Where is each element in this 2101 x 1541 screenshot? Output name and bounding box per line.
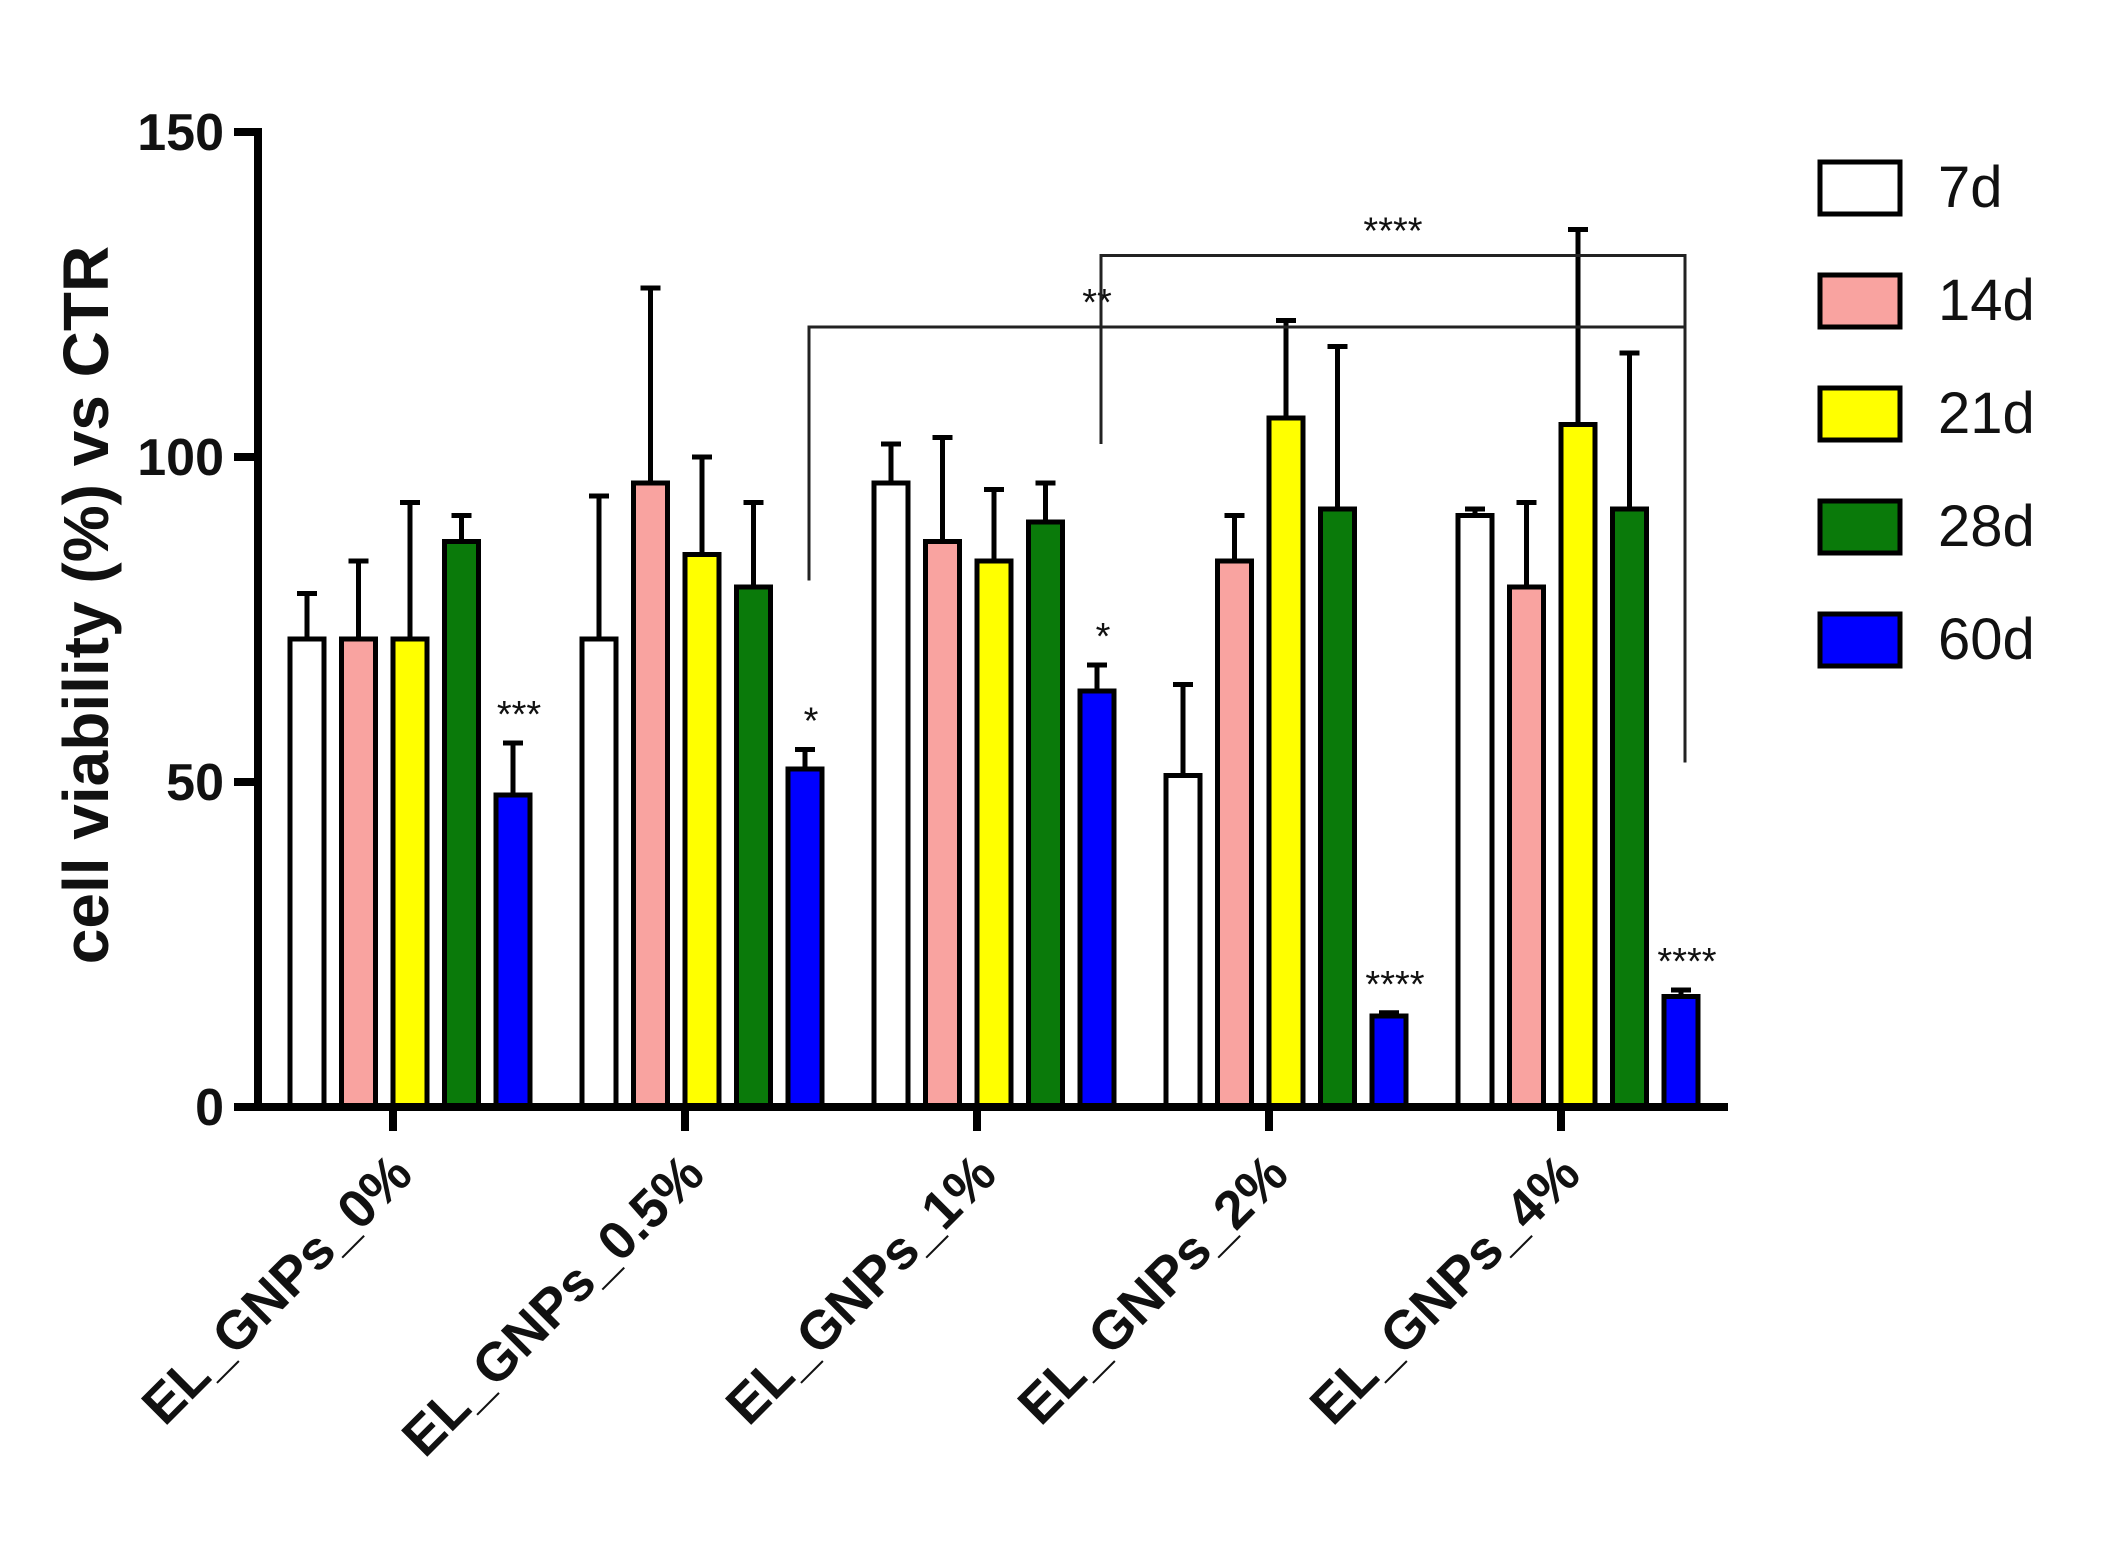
bar-60d-0: [493, 792, 533, 1110]
y-tick-label-50: 50: [166, 754, 224, 812]
x-tick-label-0: EL_GNPs_0%: [131, 1143, 424, 1436]
significance-label-0: ***: [497, 694, 542, 736]
bar-60d-3: [1369, 1013, 1409, 1110]
bar-14d-2: [923, 539, 962, 1110]
x-tick-label-1: EL_GNPs_0.5%: [391, 1143, 716, 1468]
significance-label-4: ****: [1657, 941, 1716, 983]
comparison-label-0: **: [1082, 282, 1112, 324]
legend-swatch-14d: [1817, 272, 1903, 330]
bar-7d-1: [579, 636, 619, 1110]
bar-60d-1: [785, 766, 825, 1110]
comparison-bracket-1: [1099, 254, 1687, 444]
y-axis-label: cell viability (%) vs CTR: [50, 246, 122, 964]
significance-label-3: ****: [1365, 964, 1424, 1006]
y-tick-label-100: 100: [137, 429, 224, 487]
legend-label-28d: 28d: [1938, 494, 2035, 559]
bar-28d-0: [442, 539, 481, 1110]
legend-label-21d: 21d: [1938, 381, 2035, 446]
significance-label-1: *: [804, 701, 819, 743]
bar-21d-0: [390, 636, 430, 1110]
comparison-label-1: ****: [1363, 211, 1422, 253]
x-tick-label-3: EL_GNPs_2%: [1007, 1143, 1300, 1436]
bar-28d-1: [734, 584, 773, 1110]
bar-28d-3: [1318, 506, 1357, 1110]
bar-14d-1: [631, 480, 670, 1110]
bar-7d-0: [287, 636, 327, 1110]
bar-21d-2: [974, 558, 1014, 1110]
comparison-bracket-0: [807, 325, 1687, 763]
legend-swatch-28d: [1817, 498, 1903, 556]
bar-21d-3: [1266, 415, 1306, 1110]
x-tick-label-2: EL_GNPs_1%: [715, 1143, 1008, 1436]
legend-label-7d: 7d: [1938, 155, 2003, 220]
bar-7d-4: [1455, 513, 1495, 1110]
bar-14d-3: [1215, 558, 1254, 1110]
bar-7d-2: [871, 480, 911, 1110]
significance-label-2: *: [1096, 616, 1111, 658]
bar-60d-4: [1661, 994, 1701, 1110]
bar-21d-4: [1558, 422, 1598, 1110]
bar-21d-1: [682, 552, 722, 1110]
bar-7d-3: [1163, 773, 1203, 1110]
legend-swatch-60d: [1817, 611, 1903, 669]
bar-28d-2: [1026, 519, 1065, 1110]
legend-swatch-7d: [1817, 159, 1903, 217]
legend-label-60d: 60d: [1938, 607, 2035, 672]
bar-60d-2: [1077, 688, 1117, 1110]
bar-14d-0: [339, 636, 378, 1110]
legend-swatch-21d: [1817, 385, 1903, 443]
y-tick-label-0: 0: [195, 1079, 224, 1137]
y-tick-label-150: 150: [137, 104, 224, 162]
bar-28d-4: [1610, 506, 1649, 1110]
bar-14d-4: [1507, 584, 1546, 1110]
x-tick-label-4: EL_GNPs_4%: [1299, 1143, 1592, 1436]
legend-label-14d: 14d: [1938, 268, 2035, 333]
